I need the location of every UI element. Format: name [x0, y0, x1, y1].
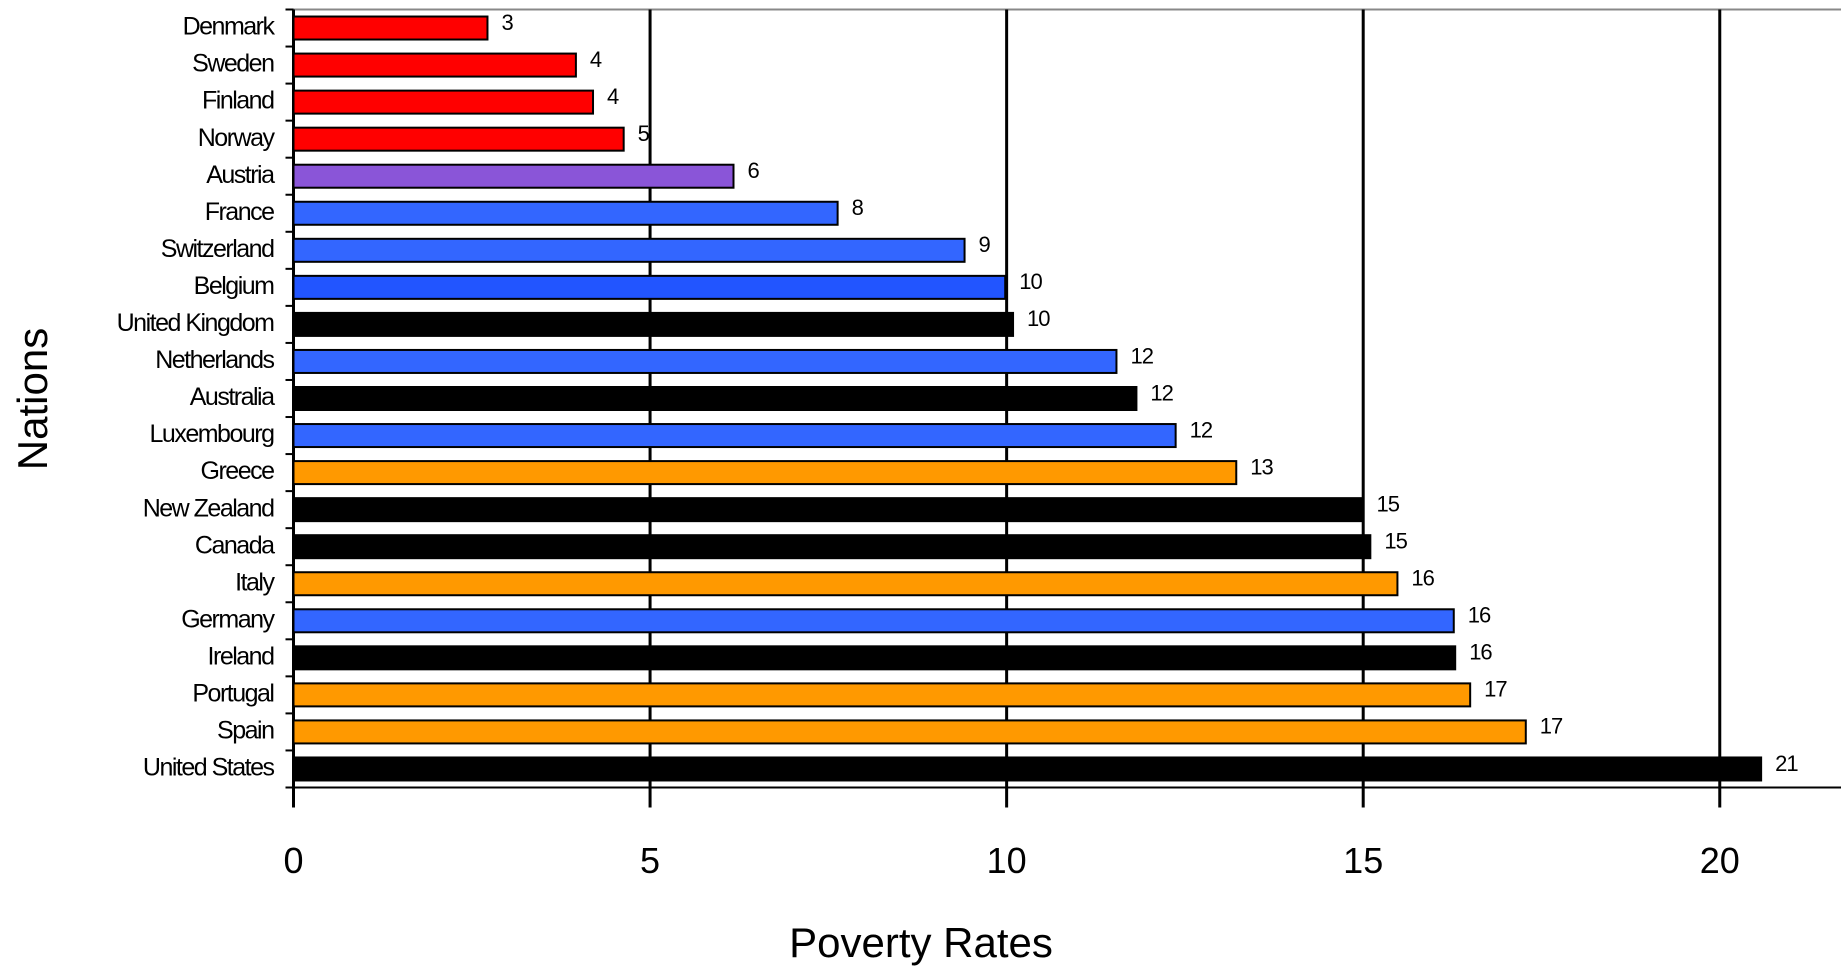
data-label: 4	[607, 84, 619, 109]
bar	[292, 163, 735, 189]
data-label: 21	[1775, 751, 1798, 776]
x-tick-label: 10	[987, 840, 1027, 881]
y-tick-label: Sweden	[192, 50, 274, 78]
bar	[292, 15, 489, 41]
x-tick-label: 20	[1700, 840, 1740, 881]
y-tick-label: Austria	[206, 161, 275, 189]
data-label: 17	[1540, 714, 1563, 739]
data-label: 6	[748, 158, 760, 183]
bar	[292, 274, 1007, 300]
data-label: 5	[638, 121, 650, 146]
bar	[292, 311, 1015, 337]
data-label: 3	[501, 10, 513, 35]
x-axis-title: Poverty Rates	[789, 919, 1053, 966]
data-label: 4	[590, 47, 602, 72]
bar	[292, 682, 1472, 708]
bar	[292, 200, 839, 226]
data-label: 12	[1150, 380, 1173, 405]
bar	[292, 386, 1138, 411]
y-tick-label: Australia	[190, 383, 275, 411]
data-label: 9	[979, 232, 991, 257]
y-tick-label: Belgium	[194, 272, 274, 300]
data-label: 12	[1190, 417, 1213, 442]
bar	[292, 608, 1455, 634]
y-tick-label: Switzerland	[161, 235, 274, 263]
bar	[292, 460, 1238, 486]
bar	[292, 571, 1399, 597]
bar	[292, 348, 1118, 374]
bar	[292, 534, 1372, 560]
y-tick-label: United Kingdom	[117, 309, 275, 337]
data-label: 8	[852, 195, 864, 220]
y-tick-label: Finland	[202, 87, 274, 115]
y-tick-label: Portugal	[192, 679, 273, 707]
x-tick-label: 15	[1343, 840, 1383, 881]
y-tick-label: Denmark	[183, 13, 276, 41]
y-tick-label: France	[205, 198, 274, 226]
y-tick-label: Canada	[195, 531, 275, 559]
y-tick-label: Greece	[201, 457, 275, 485]
bar	[292, 89, 595, 115]
data-label: 15	[1376, 491, 1399, 516]
y-tick-label: Norway	[198, 124, 276, 152]
bar	[292, 497, 1364, 523]
bar	[292, 719, 1527, 745]
data-label: 16	[1468, 603, 1491, 628]
y-axis-title: Nations	[9, 328, 56, 470]
bar	[292, 423, 1177, 449]
y-tick-label: New Zealand	[143, 494, 274, 522]
data-label: 12	[1130, 343, 1153, 368]
y-tick-label: Germany	[181, 605, 275, 633]
bar	[292, 756, 1763, 782]
x-tick-label: 0	[283, 840, 303, 881]
y-tick-label: Ireland	[208, 642, 275, 670]
y-tick-label: Netherlands	[155, 346, 274, 374]
bar	[292, 645, 1457, 671]
data-label: 15	[1384, 529, 1407, 554]
data-label: 10	[1027, 306, 1050, 331]
data-label: 16	[1411, 566, 1434, 591]
data-label: 16	[1469, 640, 1492, 665]
bar	[292, 52, 577, 78]
y-tick-label: Italy	[235, 568, 275, 596]
y-tick-label: Spain	[217, 717, 274, 745]
bar	[292, 126, 625, 152]
data-label: 10	[1019, 269, 1042, 294]
y-tick-label: Luxembourg	[150, 420, 275, 448]
y-tick-label: United States	[143, 754, 275, 782]
data-label: 17	[1484, 677, 1507, 702]
data-label: 13	[1250, 454, 1273, 479]
bar	[292, 237, 966, 263]
x-tick-label: 5	[640, 840, 660, 881]
